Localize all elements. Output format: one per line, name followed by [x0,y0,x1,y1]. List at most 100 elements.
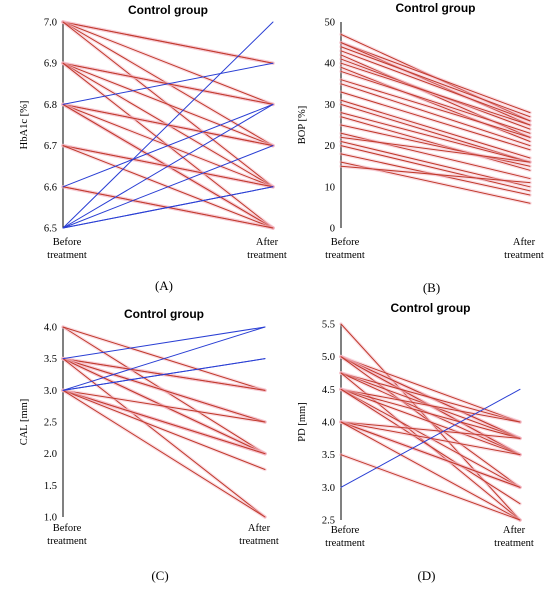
series-line [340,136,531,163]
y-tick-label: 5.5 [322,320,335,331]
chart-panel: Control group 2.5 3.0 3.5 4.0 4.5 5.0 5.5 PD [mm… [297,301,534,583]
series-line [62,326,266,391]
series-line [62,21,274,229]
series-line [340,421,521,439]
y-tick-label: 4.0 [44,323,57,334]
series-line [62,389,266,455]
chart-panel: Control group 1.0 1.5 2.0 2.5 3.0 3.5 4.0 CAL [m… [19,307,279,583]
chart-title: Control group [124,307,204,321]
series-line [340,66,531,142]
series-line [340,124,531,167]
series-line [340,132,531,180]
y-tick-label: 6.9 [44,59,57,70]
y-tick-label: 1.5 [44,481,57,492]
y-tick-label: 6.8 [44,100,57,111]
y-tick-label: 20 [325,141,336,152]
y-axis-label: PD [mm] [297,402,308,441]
series-line [62,389,266,423]
y-tick-label: 3.0 [44,386,57,397]
series-line [62,21,274,105]
y-axis-label: CAL [mm] [19,399,30,446]
series-line [62,326,266,360]
series-group [339,32,532,206]
y-tick-label: 2.0 [44,449,57,460]
y-tick-label: 30 [325,100,336,111]
series-line [62,358,266,423]
y-tick-label: 0 [330,224,335,235]
panel-label: (A) [155,278,173,293]
panel-label: (D) [417,568,435,583]
series-line [340,421,521,521]
series-group [61,325,267,519]
series-line [340,454,521,521]
y-tick-label: 1.0 [44,513,57,524]
series-line [340,165,531,184]
chart-panel: Control group 0 10 20 30 40 50 BOP [%] Before tre… [297,1,544,295]
y-tick-label: 6.5 [44,224,57,235]
chart-panel: Control group 6.5 6.6 6.7 6.8 6.9 7.0 HbA1c [%]… [19,3,287,293]
series-line [340,372,521,423]
series-group [339,322,522,522]
series-line [340,388,521,505]
chart-title: Control group [128,3,208,17]
panel-label: (B) [423,280,440,295]
series-line [62,103,274,188]
series-line [340,112,531,163]
series-line [340,42,531,126]
y-tick-label: 7.0 [44,18,57,29]
series-line [340,356,521,423]
series-line [340,62,531,126]
y-tick-label: 4.0 [322,418,335,429]
series-line [62,145,274,229]
y-tick-label: 6.6 [44,182,57,193]
series-line [340,83,531,147]
chart-title: Control group [391,301,471,315]
series-line [340,42,531,114]
y-tick-label: 6.7 [44,141,57,152]
series-line [340,70,531,134]
series-line [340,91,531,151]
y-tick-label: 2.5 [44,418,57,429]
y-tick-label: 5.0 [322,352,335,363]
series-line [62,103,274,229]
series-line [62,186,274,229]
series-line [340,388,521,439]
series-line [340,99,531,159]
series-line [340,140,531,188]
series-line [340,46,531,118]
y-tick-label: 40 [325,59,336,70]
x-tick-label: Before treatment [47,237,87,261]
series-line [340,388,521,488]
series-line [340,50,531,122]
y-axis-label: HbA1c [%] [19,101,30,150]
series-line [340,388,521,423]
x-tick-label: After treatment [247,237,287,261]
x-tick-label: Before treatment [325,237,365,261]
series-line [340,116,531,171]
series-line [340,388,521,456]
series-line [62,389,266,470]
series-line [340,421,521,488]
series-line [62,62,274,147]
series-line [62,389,266,518]
x-tick-label: After treatment [494,525,534,549]
series-line [340,54,531,138]
y-tick-label: 4.5 [322,385,335,396]
series-line [62,358,266,391]
y-tick-label: 3.0 [322,483,335,494]
panel-label: (C) [151,568,168,583]
y-tick-label: 2.5 [322,516,335,527]
x-tick-label: After treatment [504,237,544,261]
y-tick-label: 3.5 [322,450,335,461]
series-line [62,21,274,64]
series-line [340,145,531,192]
series-group [61,20,275,230]
y-tick-label: 10 [325,182,336,193]
x-tick-label: After treatment [239,523,279,547]
x-tick-label: Before treatment [47,523,87,547]
series-line [62,62,274,105]
chart-title: Control group [396,1,476,15]
series-line [340,79,531,138]
y-tick-label: 3.5 [44,354,57,365]
